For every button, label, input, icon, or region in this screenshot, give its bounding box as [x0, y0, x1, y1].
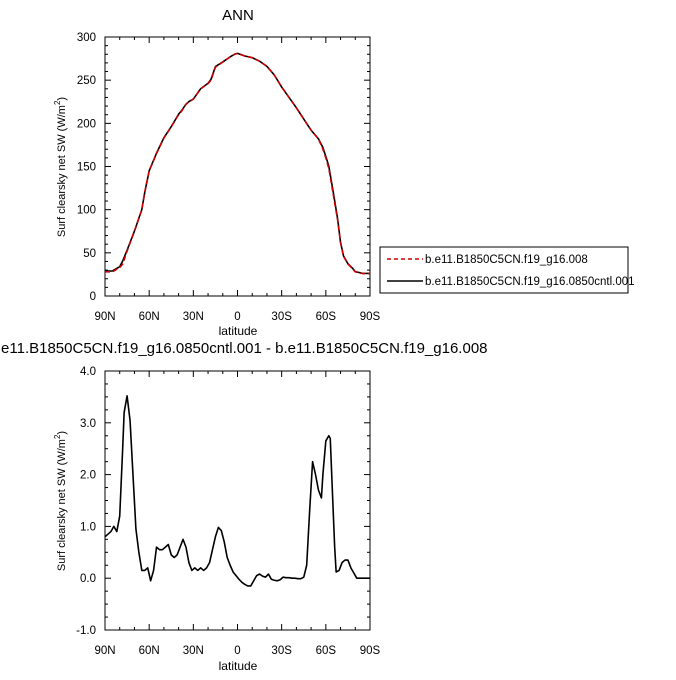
top-series-line-1 [104, 52, 371, 275]
top-ytick-label: 100 [77, 205, 96, 217]
bottom-xtick-label: 30N [183, 645, 204, 657]
bottom-series-line-0 [104, 395, 370, 587]
legend: b.e11.B1850C5CN.f19_g16.008 b.e11.B1850C… [379, 246, 635, 294]
top-x-axis-label: latitude [219, 324, 258, 338]
bottom-xtick-label: 90S [360, 645, 381, 657]
top-plot-frame [104, 36, 371, 297]
bottom-y-label-main: Surf clearsky net SW (W/m [56, 439, 68, 571]
top-chart-title: ANN [222, 7, 254, 24]
top-series-lines [104, 52, 371, 275]
bottom-y-label-close: ) [56, 431, 68, 435]
bottom-xtick-label: 30S [271, 645, 292, 657]
bottom-ytick-label: 1.0 [80, 521, 96, 533]
bottom-y-tick-labels: -1.0 0.0 1.0 2.0 3.0 4.0 [76, 366, 96, 637]
top-ytick-label: 200 [77, 118, 96, 130]
bottom-axis-ticks [104, 370, 371, 631]
bottom-ytick-label: 2.0 [80, 470, 96, 482]
bottom-x-axis-label: latitude [219, 659, 258, 673]
bottom-ytick-label: 0.0 [80, 573, 96, 585]
top-ytick-label: 150 [77, 162, 96, 174]
bottom-xtick-label: 0 [234, 645, 240, 657]
top-y-tick-labels: 0 50 100 150 200 250 300 [77, 32, 96, 303]
top-xtick-label: 90N [94, 311, 115, 323]
bottom-plot-frame [104, 370, 371, 631]
top-axis-ticks [104, 36, 371, 297]
top-ytick-label: 300 [77, 32, 96, 44]
bottom-xtick-label: 60S [316, 645, 337, 657]
top-xtick-label: 0 [234, 311, 240, 323]
bottom-y-axis-label: Surf clearsky net SW (W/m2) [53, 431, 68, 571]
bottom-y-label-sup: 2 [53, 434, 62, 439]
bottom-ytick-label: 3.0 [80, 418, 96, 430]
bottom-ytick-label: -1.0 [76, 625, 96, 637]
bottom-series-lines [104, 395, 370, 587]
top-xtick-label: 30S [271, 311, 292, 323]
top-y-axis-label: Surf clearsky net SW (W/m2) [53, 97, 68, 237]
top-xtick-label: 30N [183, 311, 204, 323]
legend-box [379, 246, 629, 294]
top-ytick-label: 0 [90, 291, 96, 303]
bottom-chart-title: b.e11.B1850C5CN.f19_g16.0850cntl.001 - b… [0, 340, 487, 357]
top-series-line-0 [105, 52, 370, 275]
top-y-label-sup: 2 [53, 100, 62, 105]
top-ytick-label: 50 [83, 248, 96, 260]
legend-label-0: b.e11.B1850C5CN.f19_g16.008 [425, 254, 588, 266]
legend-label-1: b.e11.B1850C5CN.f19_g16.0850cntl.001 [425, 276, 635, 288]
bottom-x-tick-labels: 90N 60N 30N 0 30S 60S 90S [94, 645, 380, 657]
top-xtick-label: 60S [316, 311, 337, 323]
top-xtick-label: 60N [139, 311, 160, 323]
top-y-label-main: Surf clearsky net SW (W/m [56, 105, 68, 237]
bottom-xtick-label: 90N [94, 645, 115, 657]
top-x-tick-labels: 90N 60N 30N 0 30S 60S 90S [94, 311, 380, 323]
bottom-xtick-label: 60N [139, 645, 160, 657]
top-y-label-close: ) [56, 97, 68, 101]
bottom-panel: b.e11.B1850C5CN.f19_g16.0850cntl.001 - b… [0, 340, 487, 673]
top-ytick-label: 250 [77, 75, 96, 87]
bottom-ytick-label: 4.0 [80, 366, 96, 378]
top-xtick-label: 90S [360, 311, 381, 323]
